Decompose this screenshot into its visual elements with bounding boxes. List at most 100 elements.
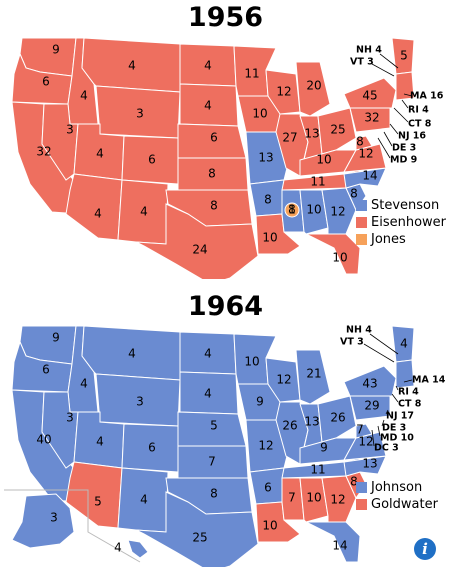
state-label-pa: 29 bbox=[364, 399, 379, 413]
state-label-ok: 8 bbox=[210, 487, 218, 501]
leader-line-md bbox=[377, 425, 381, 437]
state-label-mt: 4 bbox=[128, 59, 136, 73]
state-label-mo: 12 bbox=[258, 439, 273, 453]
leader-line-ct bbox=[393, 107, 409, 123]
state-tx bbox=[135, 203, 259, 279]
legend-item-johnson: Johnson bbox=[356, 479, 438, 495]
state-label-il: 26 bbox=[282, 419, 297, 433]
state-label-ar: 8 bbox=[264, 193, 272, 207]
state-label-ny: 43 bbox=[362, 377, 377, 391]
legend-item-goldwater: Goldwater bbox=[356, 496, 438, 512]
state-wi bbox=[265, 69, 301, 115]
state-ny bbox=[343, 77, 397, 109]
legend-1964: Johnson Goldwater bbox=[356, 479, 438, 513]
state-label-ct: CT 8 bbox=[408, 119, 432, 130]
state-label-or: 6 bbox=[42, 363, 50, 377]
inset-frame bbox=[4, 489, 141, 563]
state-label-wi: 12 bbox=[276, 85, 291, 99]
state-hi bbox=[127, 539, 149, 559]
state-label-in: 13 bbox=[304, 127, 319, 141]
state-label-sd: 4 bbox=[204, 387, 212, 401]
state-label-al-jones: 1 bbox=[288, 203, 296, 217]
state-label-ky: 9 bbox=[320, 441, 328, 455]
leader-line-md bbox=[377, 137, 391, 159]
state-label-ut: 4 bbox=[96, 147, 104, 161]
state-wv bbox=[355, 423, 373, 439]
state-label-tn: 11 bbox=[310, 463, 325, 477]
legend-label: Stevenson bbox=[371, 197, 440, 213]
state-label-wy: 3 bbox=[136, 395, 144, 409]
state-label-wi: 12 bbox=[276, 373, 291, 387]
state-tx bbox=[135, 491, 259, 567]
state-label-ia: 9 bbox=[256, 395, 264, 409]
state-fl bbox=[305, 233, 361, 275]
state-label-nj: NJ 16 bbox=[398, 131, 426, 142]
legend-item-eisenhower: Eisenhower bbox=[356, 214, 446, 230]
state-label-mi: 21 bbox=[306, 367, 321, 381]
state-label-ma: MA 16 bbox=[410, 91, 444, 102]
state-ms bbox=[281, 477, 305, 521]
state-label-nv: 3 bbox=[66, 123, 74, 137]
leader-line-dc bbox=[371, 429, 375, 447]
state-oh bbox=[317, 107, 357, 155]
state-label-ms: 7 bbox=[288, 491, 296, 505]
state-label-nj: NJ 17 bbox=[386, 411, 414, 422]
state-label-mi: 20 bbox=[306, 79, 321, 93]
leader-line-ct bbox=[391, 393, 399, 403]
state-label-tx: 25 bbox=[192, 531, 207, 545]
state-label-az: 5 bbox=[94, 495, 102, 509]
leader-line-vt bbox=[371, 63, 395, 77]
state-label-ne: 5 bbox=[210, 419, 218, 433]
title-1964: 1964 bbox=[187, 291, 264, 322]
legend-swatch-dem bbox=[356, 199, 367, 211]
leader-line-de bbox=[381, 419, 385, 427]
legend-label: Eisenhower bbox=[371, 214, 447, 230]
state-label-ok: 8 bbox=[210, 199, 218, 213]
state-label-ak: 3 bbox=[50, 511, 58, 525]
state-label-co: 6 bbox=[148, 441, 156, 455]
state-wv bbox=[355, 135, 373, 151]
legend-item-stevenson: Stevenson bbox=[356, 197, 446, 213]
state-label-al: 10 bbox=[306, 203, 321, 217]
state-label-nd: 4 bbox=[204, 347, 212, 361]
state-label-ks: 8 bbox=[208, 167, 216, 181]
state-label-ia: 10 bbox=[252, 107, 267, 121]
leader-line-de bbox=[383, 131, 393, 147]
state-label-ri: RI 4 bbox=[408, 105, 429, 116]
state-label-mo: 13 bbox=[258, 151, 273, 165]
state-label-hi: 4 bbox=[114, 541, 122, 555]
state-mi bbox=[295, 349, 331, 405]
leader-line-ri bbox=[395, 385, 399, 391]
leader-line-nj bbox=[389, 123, 399, 135]
state-label-md: MD 10 bbox=[380, 433, 414, 444]
state-label-wa: 9 bbox=[52, 43, 60, 57]
state-label-vt: VT 3 bbox=[340, 337, 364, 348]
info-icon[interactable]: i bbox=[414, 538, 436, 560]
state-wi bbox=[265, 357, 301, 403]
state-label-va: 12 bbox=[358, 435, 373, 449]
legend-1956: Stevenson Eisenhower Jones bbox=[356, 197, 446, 248]
state-oh bbox=[317, 395, 357, 443]
state-va bbox=[343, 431, 387, 461]
state-label-nc: 14 bbox=[362, 169, 377, 183]
state-ny bbox=[343, 365, 397, 397]
state-label-nv: 3 bbox=[66, 411, 74, 425]
state-label-wv: 7 bbox=[356, 423, 364, 437]
state-label-sc: 8 bbox=[350, 475, 358, 489]
state-label-id: 4 bbox=[80, 89, 88, 103]
state-label-va: 12 bbox=[358, 147, 373, 161]
state-label-wa: 9 bbox=[52, 331, 60, 345]
state-label-il: 27 bbox=[282, 131, 297, 145]
state-label-nm: 4 bbox=[140, 205, 148, 219]
state-label-mt: 4 bbox=[128, 347, 136, 361]
state-label-md: MD 9 bbox=[390, 155, 417, 166]
state-ak bbox=[11, 493, 75, 549]
state-mi bbox=[295, 61, 331, 117]
legend-swatch-rep bbox=[356, 216, 367, 228]
state-label-tn: 11 bbox=[310, 175, 325, 189]
state-label-tx: 24 bbox=[192, 243, 207, 257]
state-label-nm: 4 bbox=[140, 493, 148, 507]
state-label-nh: NH 4 bbox=[346, 325, 372, 336]
legend-item-jones: Jones bbox=[356, 231, 446, 247]
